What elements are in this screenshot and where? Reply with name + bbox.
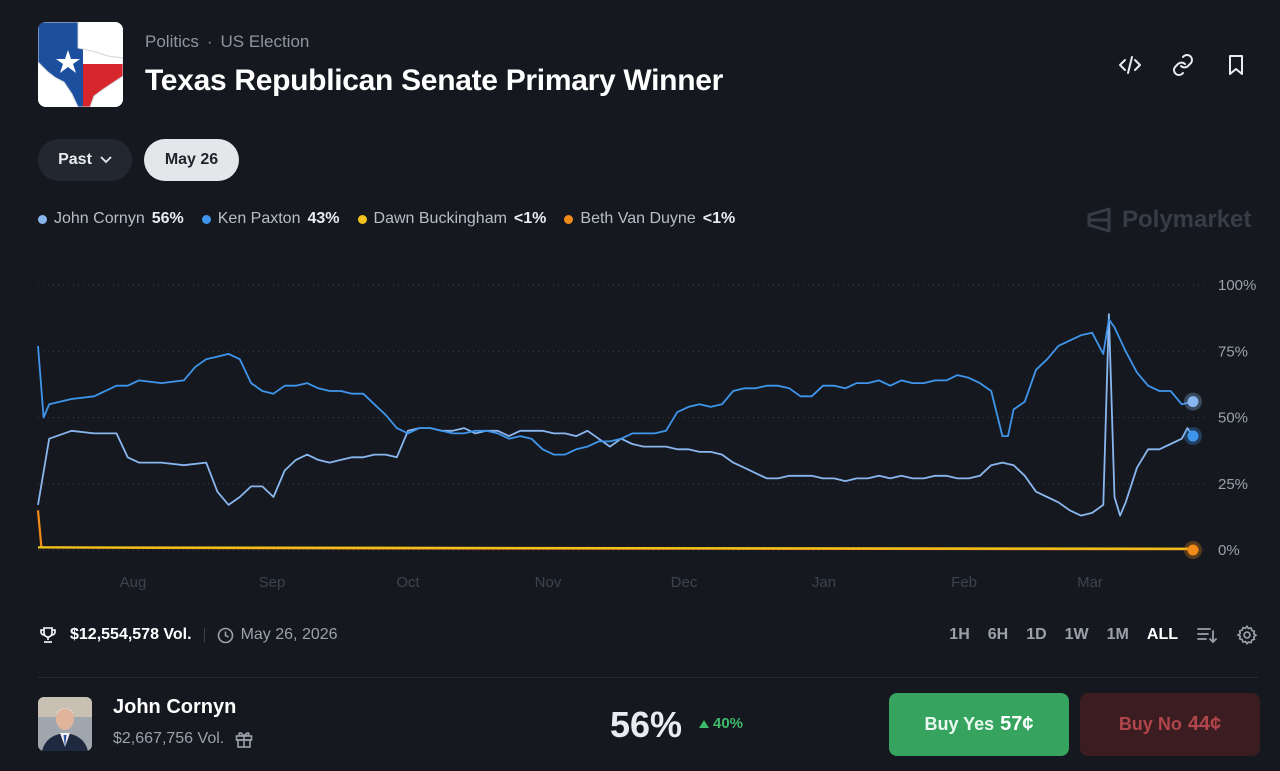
- endpoint-marker: [1187, 396, 1199, 408]
- legend-pct: <1%: [513, 210, 547, 227]
- legend-pct: 43%: [307, 210, 340, 227]
- legend-pct: <1%: [702, 210, 736, 227]
- past-dropdown-label: Past: [58, 151, 92, 168]
- breadcrumb-separator: ·: [206, 32, 213, 51]
- buy-yes-price: 57¢: [1000, 713, 1034, 735]
- y-tick-label: 75%: [1218, 343, 1248, 360]
- buy-yes-label: Buy Yes: [924, 714, 995, 734]
- trophy-icon: [40, 627, 56, 643]
- series-line-john-cornyn: [37, 313, 1194, 517]
- gift-icon[interactable]: [234, 729, 254, 749]
- chart-grid: [38, 284, 1205, 551]
- breadcrumb-category[interactable]: Politics: [145, 32, 199, 51]
- range-1w[interactable]: 1W: [1064, 626, 1089, 643]
- legend-item-buckingham[interactable]: Dawn Buckingham <1%: [357, 210, 547, 228]
- sort-icon[interactable]: [1196, 625, 1218, 645]
- candidate-avatar: [38, 697, 92, 751]
- legend-name: Dawn Buckingham: [373, 210, 507, 227]
- buy-no-price: 44¢: [1187, 713, 1222, 735]
- x-tick-label: Feb: [951, 574, 977, 591]
- bookmark-icon: [1229, 55, 1243, 75]
- candidate-volume-text: $2,667,756 Vol.: [113, 730, 225, 747]
- candidate-portrait-icon: [38, 697, 92, 751]
- range-1m[interactable]: 1M: [1106, 626, 1129, 643]
- candidate-volume: $2,667,756 Vol.: [113, 729, 254, 749]
- x-tick-label: Nov: [535, 574, 562, 591]
- clock-icon: [217, 627, 233, 643]
- legend-dot: [564, 214, 574, 224]
- y-tick-label: 25%: [1218, 476, 1248, 493]
- time-range-selector: 1H 6H 1D 1W 1M ALL: [949, 624, 1258, 646]
- probability-change: 40%: [699, 715, 743, 732]
- x-tick-label: Aug: [120, 574, 147, 591]
- series-line-ken-paxton: [37, 318, 1194, 456]
- triangle-up-icon: [699, 719, 709, 728]
- x-axis: Aug Sep Oct Nov Dec Jan Feb Mar: [120, 574, 1103, 591]
- legend-name: Beth Van Duyne: [580, 210, 696, 227]
- bookmark-button[interactable]: [1222, 51, 1250, 79]
- y-tick-label: 0%: [1218, 542, 1240, 559]
- market-volume: $12,554,578 Vol.: [70, 626, 192, 643]
- series-line-beth-van-duyne: [36, 510, 1194, 551]
- x-tick-label: Sep: [259, 574, 286, 591]
- market-logo: [38, 22, 123, 107]
- breadcrumb: Politics · US Election: [145, 32, 309, 52]
- link-icon: [1173, 54, 1193, 76]
- buy-no-label: Buy No: [1118, 714, 1182, 734]
- legend-pct: 56%: [151, 210, 184, 227]
- legend-name: Ken Paxton: [217, 210, 301, 227]
- probability-change-text: 40%: [713, 715, 744, 732]
- price-history-chart[interactable]: 100% 75% 50% 25% 0% Aug Sep Oct Nov Dec Jan Feb Mar: [0, 260, 1280, 600]
- copy-link-button[interactable]: [1169, 51, 1197, 79]
- legend-dot: [357, 214, 367, 224]
- x-tick-label: Dec: [671, 574, 698, 591]
- range-6h[interactable]: 6H: [987, 626, 1009, 643]
- chevron-down-icon: [100, 156, 112, 164]
- buy-yes-button[interactable]: Buy Yes 57¢: [889, 693, 1069, 756]
- texas-flag-map-icon: [38, 22, 123, 107]
- legend-item-paxton[interactable]: Ken Paxton 43%: [201, 210, 340, 228]
- chart-series: [36, 313, 1194, 551]
- stats-divider: [203, 628, 205, 642]
- legend-item-van-duyne[interactable]: Beth Van Duyne <1%: [564, 210, 735, 228]
- chart-legend: John Cornyn 56% Ken Paxton 43% Dawn Buck…: [38, 210, 735, 228]
- y-tick-label: 50%: [1218, 410, 1248, 427]
- endpoint-marker: [1187, 544, 1199, 556]
- legend-name: John Cornyn: [54, 210, 145, 227]
- candidate-probability: 56%: [610, 704, 683, 745]
- x-tick-label: Oct: [396, 574, 420, 591]
- breadcrumb-subcategory[interactable]: US Election: [220, 32, 310, 51]
- past-dates-dropdown[interactable]: Past: [38, 139, 132, 181]
- page-title: Texas Republican Senate Primary Winner: [145, 64, 723, 97]
- y-tick-label: 100%: [1218, 277, 1256, 294]
- date-pill-selected[interactable]: May 26: [144, 139, 239, 181]
- brand-watermark: Polymarket: [1086, 206, 1251, 234]
- embed-icon: [1119, 56, 1141, 74]
- x-tick-label: Mar: [1077, 574, 1103, 591]
- range-1d[interactable]: 1D: [1026, 626, 1047, 643]
- settings-gear-icon[interactable]: [1236, 624, 1258, 646]
- end-date: May 26, 2026: [217, 626, 338, 644]
- market-stats: $12,554,578 Vol. May 26, 2026: [38, 625, 338, 645]
- candidate-name: John Cornyn: [113, 696, 237, 718]
- buy-no-button[interactable]: Buy No 44¢: [1080, 693, 1260, 756]
- legend-dot: [38, 214, 47, 224]
- x-tick-label: Jan: [812, 574, 836, 591]
- endpoint-marker: [1187, 430, 1199, 442]
- range-1h[interactable]: 1H: [949, 626, 970, 643]
- brand-name: Polymarket: [1122, 206, 1252, 233]
- end-date-text: May 26, 2026: [240, 626, 338, 643]
- selected-date-label: May 26: [164, 151, 219, 168]
- embed-button[interactable]: [1116, 51, 1144, 79]
- range-all[interactable]: ALL: [1146, 626, 1178, 643]
- chart-endpoints: [1184, 392, 1202, 559]
- polymarket-logo-icon: [1087, 207, 1111, 233]
- y-axis: 100% 75% 50% 25% 0%: [1218, 277, 1256, 559]
- series-line-dawn-buckingham: [37, 546, 1194, 550]
- legend-dot: [201, 214, 211, 224]
- section-divider: [38, 677, 1258, 678]
- legend-item-cornyn[interactable]: John Cornyn 56%: [38, 210, 184, 228]
